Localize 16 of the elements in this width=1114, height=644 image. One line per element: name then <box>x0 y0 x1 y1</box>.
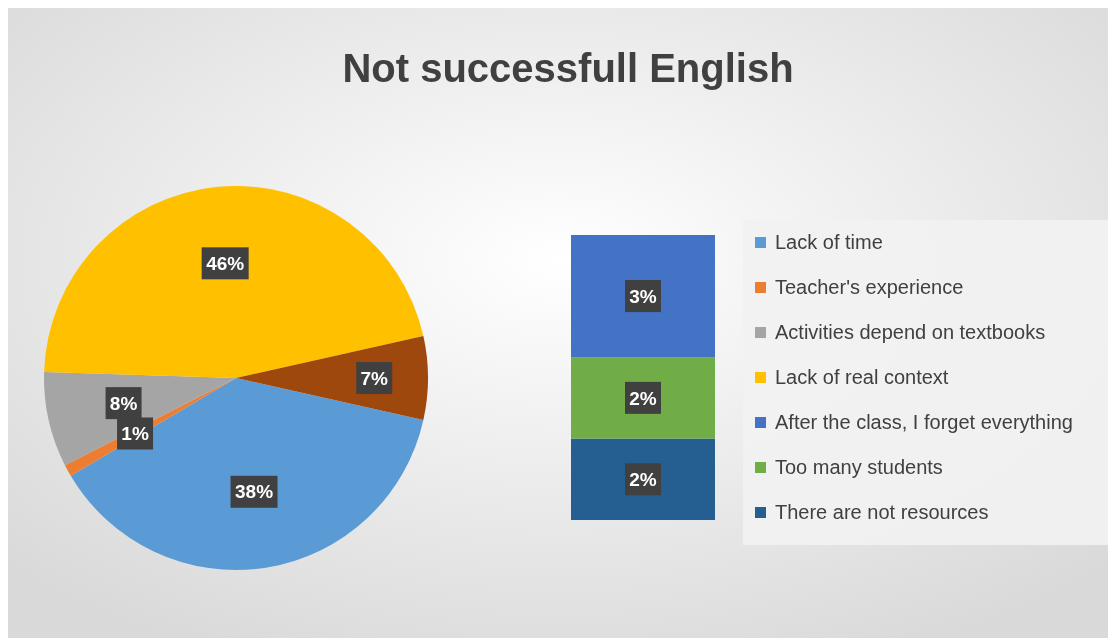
legend-label: Teacher's experience <box>775 276 964 298</box>
data-label: 38% <box>235 481 274 503</box>
data-label: 3% <box>629 285 657 307</box>
legend-label: Lack of real context <box>775 366 949 388</box>
legend-label: After the class, I forget everything <box>775 411 1073 433</box>
legend-label: Too many students <box>775 456 943 478</box>
legend-label: There are not resources <box>775 501 989 523</box>
chart-title: Not successfull English <box>342 46 794 90</box>
legend-label: Activities depend on textbooks <box>775 321 1046 343</box>
legend-label: Lack of time <box>775 231 883 253</box>
data-label: 2% <box>629 468 657 490</box>
data-label: 8% <box>109 392 138 414</box>
data-label: 1% <box>121 423 149 445</box>
data-label: 46% <box>206 252 245 274</box>
data-label: 7% <box>360 367 389 389</box>
data-label: 2% <box>629 387 657 409</box>
